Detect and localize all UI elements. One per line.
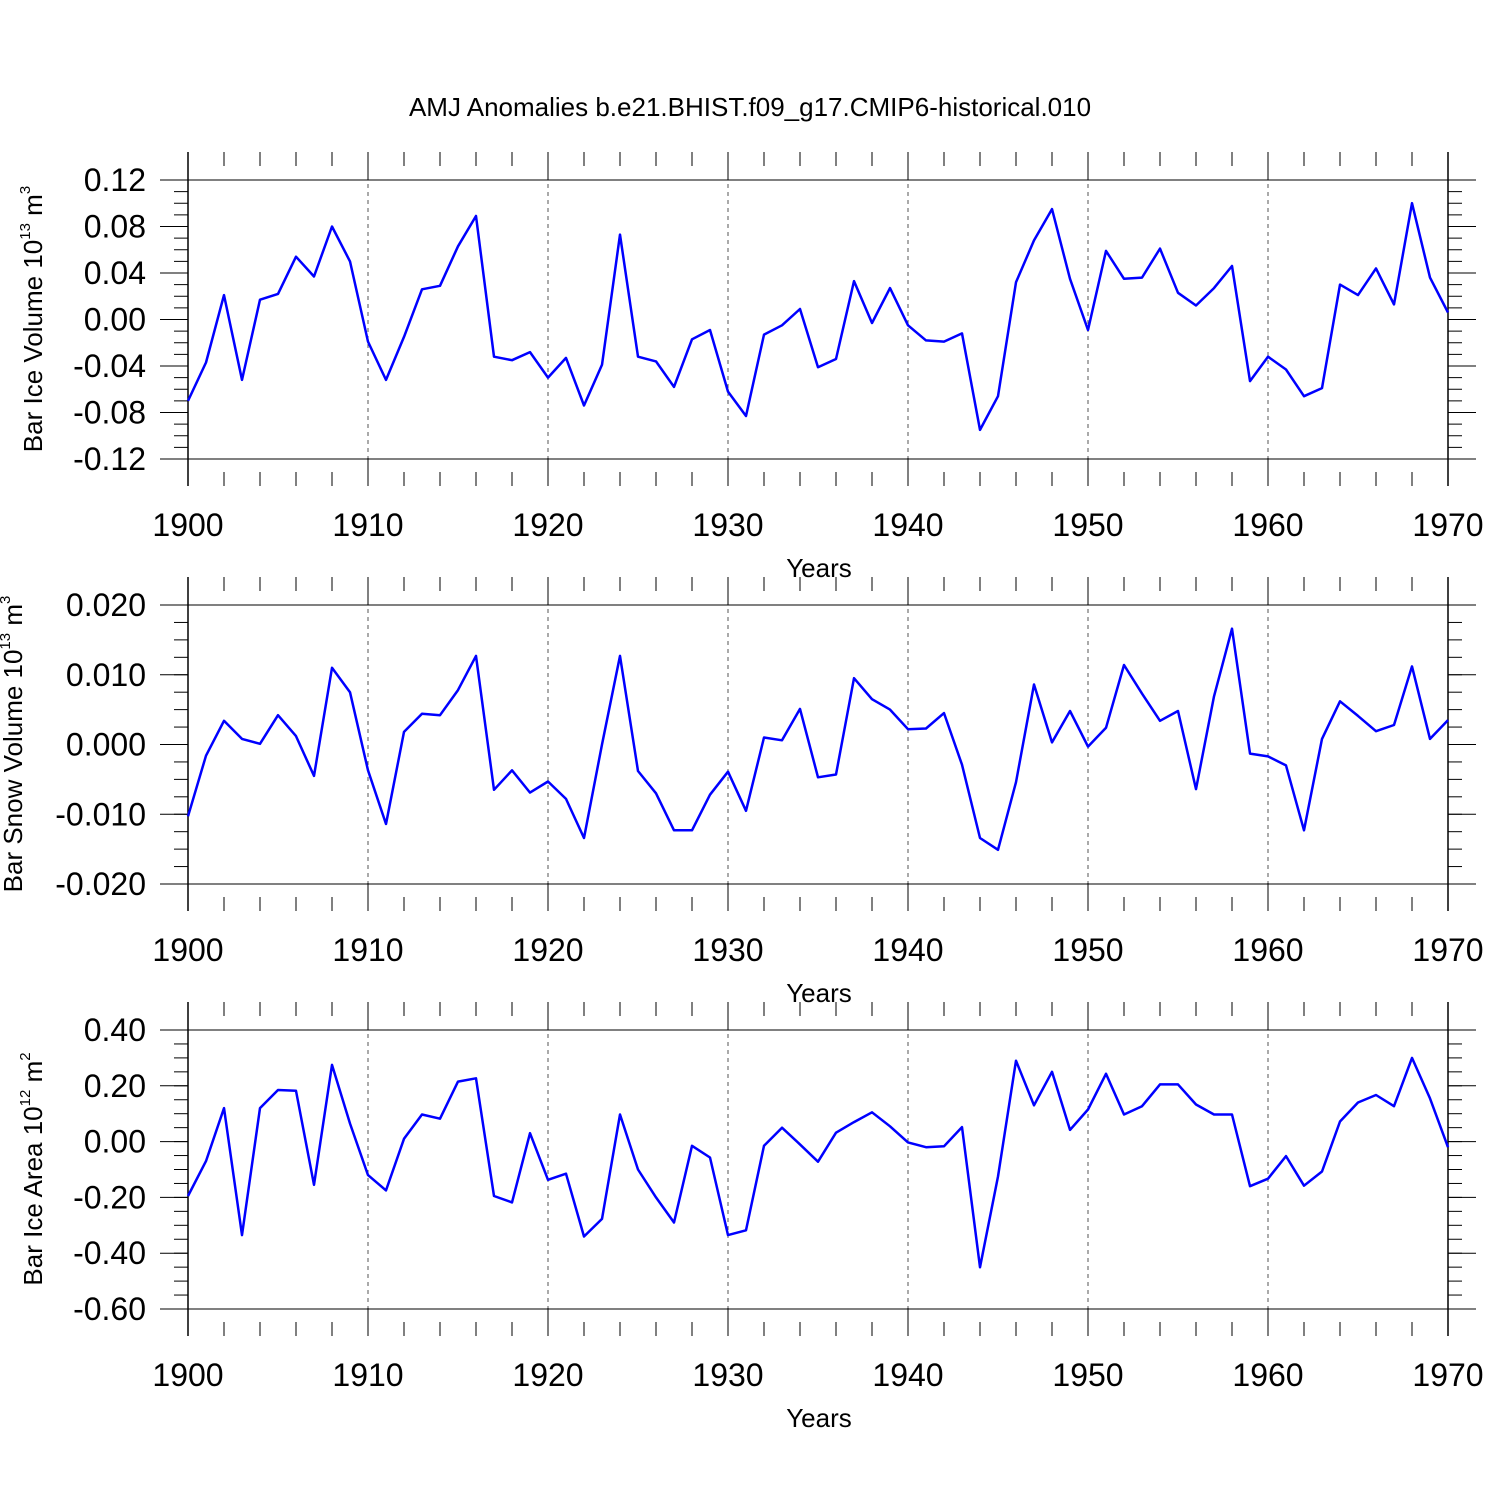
chart-title: AMJ Anomalies b.e21.BHIST.f09_g17.CMIP6-… — [409, 92, 1091, 122]
x-tick-label: 1910 — [332, 1357, 403, 1393]
x-tick-label: 1950 — [1052, 932, 1123, 968]
x-tick-label: 1970 — [1412, 507, 1483, 543]
series-line — [186, 627, 1449, 852]
y-axis-title-exponent: 12 — [17, 1090, 34, 1107]
y-axis-title-unit-exponent: 3 — [17, 186, 34, 194]
x-axis-title: Years — [786, 553, 852, 583]
x-tick-label: 1920 — [512, 507, 583, 543]
series-line — [186, 1056, 1450, 1269]
x-tick-label: 1950 — [1052, 507, 1123, 543]
panel-ice-area: Bar Ice Area 1012 m2 Years — [17, 1052, 852, 1433]
x-tick-label: 1960 — [1232, 507, 1303, 543]
x-tick-label: 1970 — [1412, 932, 1483, 968]
y-tick-label: -0.08 — [73, 395, 146, 431]
y-axis-title-main: Bar Ice Volume 10 — [18, 240, 48, 452]
panel-ice-volume: Bar Ice Volume 1013 m3 Years — [17, 186, 852, 583]
y-axis-title-unit-exponent: 2 — [17, 1052, 34, 1060]
x-axis-title: Years — [786, 1403, 852, 1433]
y-tick-label: 0.00 — [84, 1124, 146, 1160]
series-line — [186, 201, 1450, 432]
y-tick-label: 0.04 — [84, 255, 146, 291]
y-axis-title: Bar Ice Volume 1013 m3 — [17, 186, 48, 452]
y-tick-label: 0.000 — [66, 727, 146, 763]
y-axis-title: Bar Ice Area 1012 m2 — [17, 1052, 48, 1285]
x-tick-label: 1960 — [1232, 1357, 1303, 1393]
y-axis-title-main: Bar Ice Area 10 — [18, 1106, 48, 1285]
y-tick-label: 0.12 — [84, 162, 146, 198]
x-tick-label: 1930 — [692, 1357, 763, 1393]
y-axis-title-unit: m — [0, 604, 28, 633]
y-axis-title-main: Bar Snow Volume 10 — [0, 650, 28, 893]
x-tick-label: 1940 — [872, 1357, 943, 1393]
x-tick-label: 1920 — [512, 932, 583, 968]
x-tick-label: 1950 — [1052, 1357, 1123, 1393]
plot-area-3: -0.60 -0.40 -0.20 0.00 0.20 0.40 1900 1910 1920 1… — [73, 1002, 1484, 1393]
x-tick-label: 1940 — [872, 932, 943, 968]
y-tick-label: 0.020 — [66, 587, 146, 623]
x-tick-label: 1960 — [1232, 932, 1303, 968]
y-tick-label: -0.010 — [55, 796, 146, 832]
x-tick-label: 1900 — [152, 932, 223, 968]
x-tick-label: 1910 — [332, 507, 403, 543]
x-tick-label: 1970 — [1412, 1357, 1483, 1393]
plot-area-2: -0.020 -0.010 0.000 0.010 0.020 1900 1910 1920 1… — [55, 577, 1484, 968]
x-tick-label: 1930 — [692, 932, 763, 968]
y-tick-label: 0.010 — [66, 657, 146, 693]
y-tick-label: 0.20 — [84, 1068, 146, 1104]
panel-snow-volume: Bar Snow Volume 1013 m3 Years — [0, 596, 852, 1008]
y-axis-title: Bar Snow Volume 1013 m3 — [0, 596, 28, 893]
y-axis-title-unit: m — [18, 194, 48, 223]
y-tick-label: -0.020 — [55, 866, 146, 902]
y-tick-label: -0.40 — [73, 1235, 146, 1271]
y-tick-label: -0.12 — [73, 441, 146, 477]
y-tick-label: -0.04 — [73, 348, 146, 384]
x-tick-label: 1910 — [332, 932, 403, 968]
x-tick-label: 1920 — [512, 1357, 583, 1393]
y-axis-title-exponent: 13 — [17, 223, 34, 240]
y-tick-label: -0.20 — [73, 1179, 146, 1215]
y-tick-label: 0.40 — [84, 1012, 146, 1048]
y-tick-label: 0.08 — [84, 209, 146, 245]
x-tick-label: 1930 — [692, 507, 763, 543]
x-axis-title: Years — [786, 978, 852, 1008]
x-tick-label: 1900 — [152, 1357, 223, 1393]
y-axis-title-unit: m — [18, 1061, 48, 1090]
y-axis-title-exponent: 13 — [0, 633, 14, 650]
plot-area-1: -0.12 -0.08 -0.04 0.00 0.04 0.08 0.12 1900 1910 1… — [73, 152, 1484, 543]
y-tick-label: -0.60 — [73, 1291, 146, 1327]
y-axis-title-unit-exponent: 3 — [0, 596, 14, 604]
x-tick-label: 1940 — [872, 507, 943, 543]
y-tick-label: 0.00 — [84, 302, 146, 338]
x-tick-label: 1900 — [152, 507, 223, 543]
